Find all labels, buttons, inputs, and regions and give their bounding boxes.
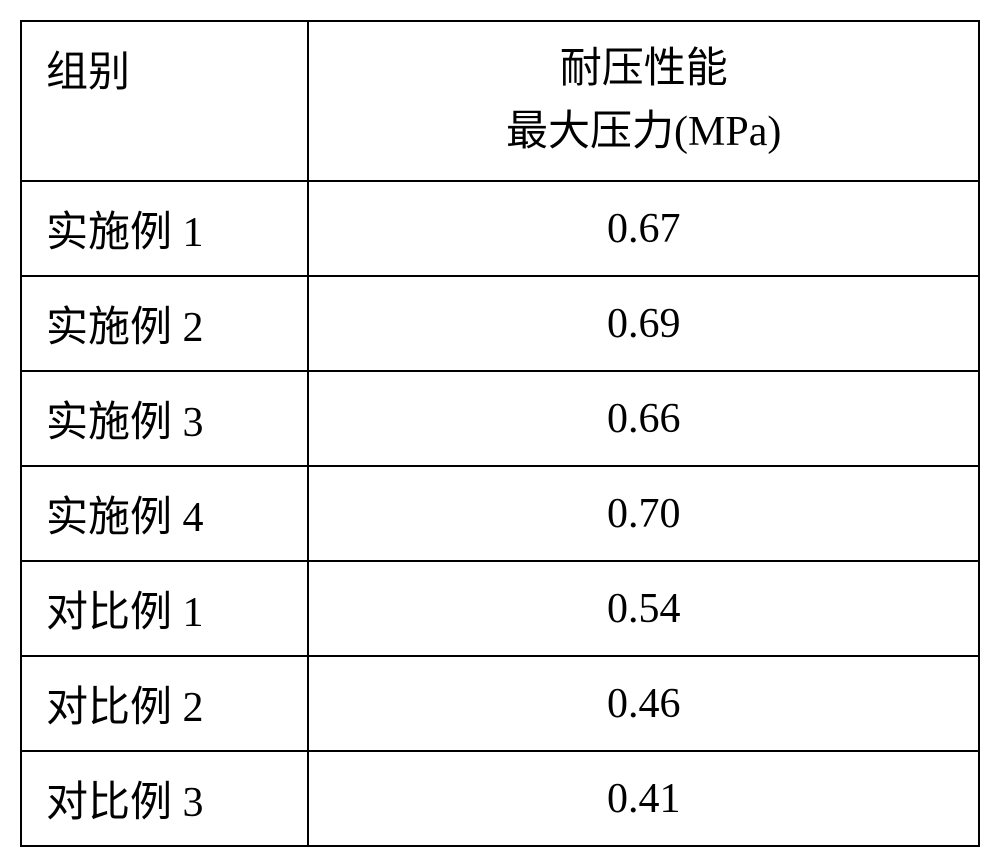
cell-value: 0.41: [308, 751, 979, 846]
cell-group: 对比例 1: [21, 561, 308, 656]
cell-value: 0.46: [308, 656, 979, 751]
cell-group: 对比例 3: [21, 751, 308, 846]
cell-group: 实施例 3: [21, 371, 308, 466]
cell-group: 实施例 4: [21, 466, 308, 561]
cell-value: 0.66: [308, 371, 979, 466]
column-header-value: 耐压性能 最大压力(MPa): [308, 21, 979, 181]
data-table-container: 组别 耐压性能 最大压力(MPa) 实施例 1 0.67 实施例 2 0.69 …: [20, 20, 980, 847]
table-body: 实施例 1 0.67 实施例 2 0.69 实施例 3 0.66 实施例 4 0…: [21, 181, 979, 846]
cell-group: 实施例 1: [21, 181, 308, 276]
pressure-performance-table: 组别 耐压性能 最大压力(MPa) 实施例 1 0.67 实施例 2 0.69 …: [20, 20, 980, 847]
cell-value: 0.69: [308, 276, 979, 371]
cell-value: 0.54: [308, 561, 979, 656]
table-row: 对比例 1 0.54: [21, 561, 979, 656]
cell-value: 0.67: [308, 181, 979, 276]
header-value-line2: 最大压力(MPa): [333, 101, 954, 164]
table-row: 实施例 2 0.69: [21, 276, 979, 371]
header-group-text: 组别: [46, 50, 130, 96]
table-row: 对比例 3 0.41: [21, 751, 979, 846]
cell-group: 对比例 2: [21, 656, 308, 751]
cell-value: 0.70: [308, 466, 979, 561]
cell-group: 实施例 2: [21, 276, 308, 371]
header-value-line1: 耐压性能: [333, 38, 954, 101]
table-row: 实施例 4 0.70: [21, 466, 979, 561]
column-header-group: 组别: [21, 21, 308, 181]
table-row: 实施例 3 0.66: [21, 371, 979, 466]
table-row: 对比例 2 0.46: [21, 656, 979, 751]
table-header-row: 组别 耐压性能 最大压力(MPa): [21, 21, 979, 181]
table-row: 实施例 1 0.67: [21, 181, 979, 276]
